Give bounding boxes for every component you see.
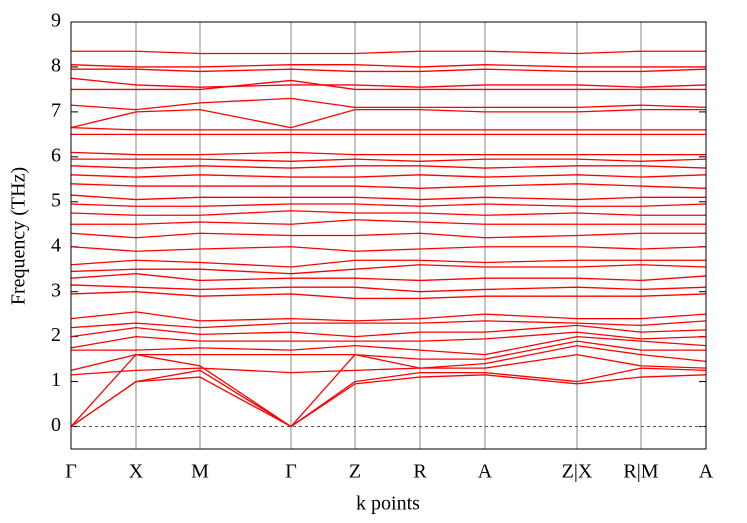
x-axis-label: k points — [356, 493, 420, 515]
band-line — [70, 183, 707, 189]
y-tick-label: 8 — [51, 55, 61, 77]
band-line — [70, 203, 707, 207]
y-tick-label: 0 — [51, 414, 61, 436]
band-line — [71, 79, 706, 91]
band-line — [70, 64, 706, 68]
x-tick-label: A — [699, 461, 714, 483]
band-line — [71, 335, 707, 356]
band-line — [70, 374, 707, 428]
x-tick-label: Z — [349, 461, 361, 483]
x-tick-label: A — [478, 461, 493, 483]
band-line — [70, 259, 706, 268]
band-line — [70, 284, 707, 293]
band-line — [71, 219, 706, 225]
band-line — [70, 264, 707, 275]
band-line — [70, 174, 707, 178]
band-line — [70, 165, 707, 169]
y-tick-label: 6 — [51, 144, 61, 166]
band-line — [70, 273, 707, 282]
x-tick-label: R|M — [623, 461, 658, 483]
band-line — [70, 367, 707, 428]
y-tick-label: 1 — [51, 369, 61, 391]
band-line — [70, 194, 706, 201]
x-tick-label: Z|X — [562, 461, 593, 483]
x-tick-label: X — [129, 461, 144, 483]
band-line — [70, 311, 707, 322]
band-line — [71, 50, 706, 55]
band-line — [70, 210, 706, 216]
x-tick-label: Γ — [65, 461, 77, 483]
band-line — [70, 324, 707, 338]
y-tick-label: 2 — [51, 324, 61, 346]
band-line — [70, 77, 707, 88]
y-axis-label: Frequency (THz) — [8, 167, 30, 305]
band-line — [70, 320, 707, 329]
x-tick-label: Γ — [285, 461, 297, 483]
band-line — [71, 158, 707, 162]
y-tick-label: 3 — [51, 279, 61, 301]
band-line — [70, 291, 707, 300]
y-tick-label: 7 — [51, 99, 61, 121]
band-line — [71, 68, 707, 73]
band-line — [70, 232, 706, 239]
band-line — [70, 331, 707, 349]
y-tick-label: 9 — [51, 10, 61, 32]
x-tick-label: M — [191, 461, 209, 483]
plot-frame — [70, 21, 707, 450]
band-line — [70, 353, 707, 428]
x-tick-label: R — [413, 461, 427, 483]
band-line — [70, 340, 706, 371]
band-line — [70, 344, 707, 376]
band-line — [70, 151, 706, 156]
band-line — [70, 246, 707, 252]
band-line — [70, 108, 706, 129]
band-line — [70, 97, 707, 111]
band-line — [70, 126, 706, 131]
y-tick-label: 5 — [51, 189, 61, 211]
y-tick-label: 4 — [51, 234, 61, 256]
